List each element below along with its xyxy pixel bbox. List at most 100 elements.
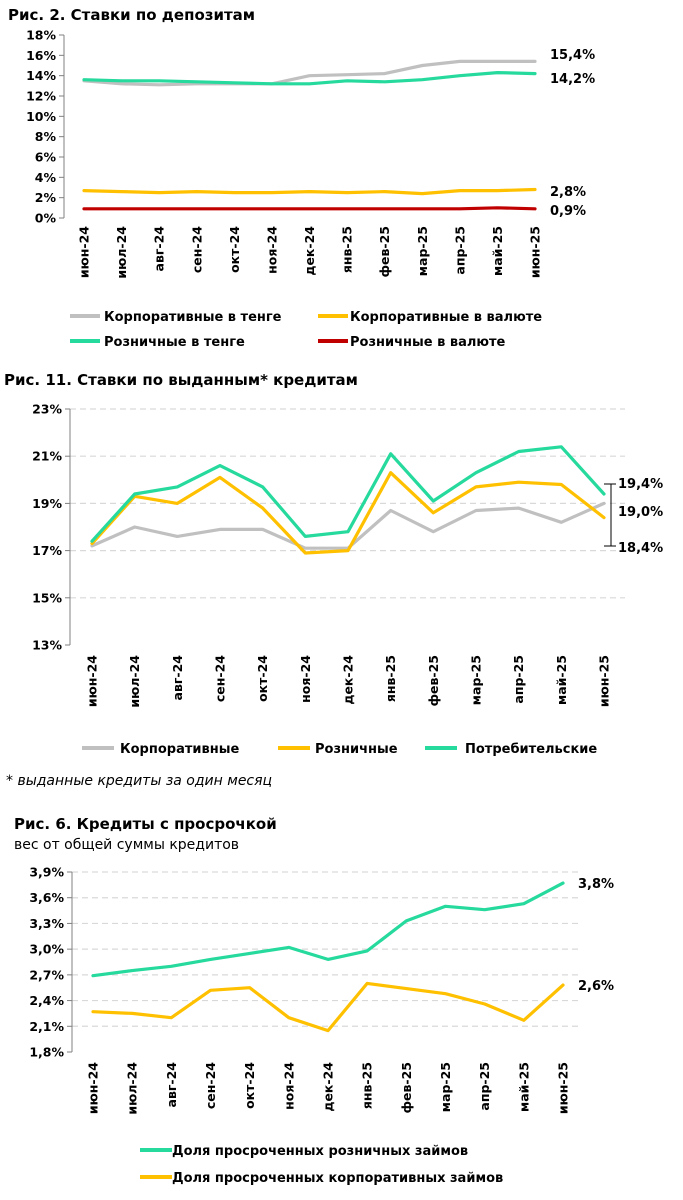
- x-tick-label: май-25: [516, 1062, 531, 1112]
- series-line: [90, 471, 606, 555]
- x-tick-label: дек-24: [341, 655, 356, 705]
- x-tick-label: окт-24: [255, 655, 270, 702]
- end-label-npl-corporate: 2,6%: [578, 979, 614, 994]
- x-tick-label: июн-25: [528, 226, 543, 278]
- x-tick-label: апр-25: [452, 226, 467, 275]
- x-tick-label: июн-24: [86, 1062, 101, 1114]
- x-tick-label: июн-25: [597, 655, 612, 707]
- x-tick-label: апр-25: [511, 655, 526, 704]
- series-line: [90, 445, 606, 543]
- legend-retail: Розничные: [315, 742, 398, 757]
- end-label-retail: 18,4%: [618, 541, 663, 556]
- x-tick-label: сен-24: [203, 1062, 218, 1109]
- series-line: [82, 206, 537, 211]
- end-label-retail-fx: 0,9%: [550, 204, 586, 219]
- legend-consumer: Потребительские: [465, 742, 597, 757]
- x-tick-label: авг-24: [164, 1062, 179, 1108]
- y-tick-label: 2,7%: [29, 967, 64, 982]
- end-label-npl-retail: 3,8%: [578, 877, 614, 892]
- x-tick-label: фев-25: [377, 226, 392, 277]
- x-tick-label: окт-24: [242, 1062, 257, 1109]
- x-tick-label: ноя-24: [298, 655, 313, 703]
- x-tick-label: авг-24: [152, 226, 167, 272]
- series-line: [91, 981, 565, 1033]
- loan-rates-chart: Рис. 11. Ставки по выданным* кредитам 13…: [4, 371, 663, 789]
- y-tick-label: 8%: [35, 129, 57, 144]
- y-tick-label: 16%: [26, 48, 56, 63]
- loan-footnote: * выданные кредиты за один месяц: [6, 773, 272, 789]
- end-label-corporate: 19,0%: [618, 505, 663, 520]
- y-tick-label: 4%: [35, 170, 57, 185]
- y-tick-label: 21%: [32, 449, 62, 464]
- legend-npl-corporate: Доля просроченных корпоративных займов: [172, 1171, 503, 1186]
- x-tick-label: окт-24: [227, 226, 242, 273]
- x-tick-label: сен-24: [213, 655, 228, 702]
- y-tick-label: 3,9%: [29, 865, 64, 880]
- x-tick-label: апр-25: [477, 1062, 492, 1111]
- end-label-consumer: 19,4%: [618, 477, 663, 492]
- x-tick-label: янв-25: [360, 1062, 375, 1109]
- x-tick-label: дек-24: [302, 226, 317, 276]
- x-tick-label: янв-25: [340, 226, 355, 273]
- x-tick-label: май-25: [554, 655, 569, 705]
- y-tick-label: 3,3%: [29, 916, 64, 931]
- y-tick-label: 17%: [32, 543, 62, 558]
- x-tick-label: май-25: [490, 226, 505, 276]
- x-tick-label: июл-24: [127, 655, 142, 708]
- y-tick-label: 0%: [35, 211, 57, 226]
- y-tick-label: 12%: [26, 89, 56, 104]
- x-tick-label: июн-24: [77, 226, 92, 278]
- y-tick-label: 23%: [32, 402, 62, 417]
- deposit-rates-chart: Рис. 2. Ставки по депозитам 0% 2% 4% 6% 8% 10…: [8, 6, 595, 350]
- legend-corporate: Корпоративные: [120, 742, 239, 757]
- legend-npl-retail: Доля просроченных розничных займов: [172, 1144, 468, 1159]
- x-tick-label: июн-25: [556, 1062, 571, 1114]
- x-tick-label: июн-24: [85, 655, 100, 707]
- npl-chart-subtitle: вес от общей суммы кредитов: [14, 837, 239, 853]
- x-tick-label: фев-25: [399, 1062, 414, 1113]
- y-tick-label: 10%: [26, 109, 56, 124]
- y-tick-label: 14%: [26, 68, 56, 83]
- x-tick-label: мар-25: [438, 1062, 453, 1112]
- y-tick-label: 18%: [26, 28, 56, 43]
- series-line: [90, 501, 606, 550]
- series-line: [82, 187, 537, 196]
- loan-chart-title: Рис. 11. Ставки по выданным* кредитам: [4, 371, 358, 389]
- end-label-bracket: [604, 483, 612, 547]
- legend-corp-fx: Корпоративные в валюте: [350, 310, 542, 325]
- y-tick-label: 3,6%: [29, 890, 64, 905]
- x-tick-label: авг-24: [170, 655, 185, 701]
- y-tick-label: 15%: [32, 590, 62, 605]
- series-line: [82, 59, 537, 87]
- x-tick-label: фев-25: [426, 655, 441, 706]
- series-line: [82, 70, 537, 86]
- deposit-chart-title: Рис. 2. Ставки по депозитам: [8, 6, 255, 24]
- x-tick-label: ноя-24: [281, 1062, 296, 1110]
- x-tick-label: ноя-24: [264, 226, 279, 274]
- npl-legend: Доля просроченных розничных займов Доля …: [140, 1144, 503, 1186]
- y-tick-label: 13%: [32, 638, 62, 653]
- series-line: [91, 881, 565, 978]
- y-tick-label: 2,4%: [29, 993, 64, 1008]
- x-tick-label: сен-24: [189, 226, 204, 273]
- end-label-corp-kzt: 15,4%: [550, 48, 595, 63]
- x-tick-label: июл-24: [114, 226, 129, 279]
- y-tick-label: 2%: [35, 190, 57, 205]
- legend-retail-kzt: Розничные в тенге: [104, 335, 245, 350]
- x-tick-label: янв-25: [383, 655, 398, 702]
- end-label-corp-fx: 2,8%: [550, 185, 586, 200]
- y-tick-label: 1,8%: [29, 1045, 64, 1060]
- y-tick-label: 19%: [32, 496, 62, 511]
- legend-corp-kzt: Корпоративные в тенге: [104, 310, 282, 325]
- y-tick-label: 3,0%: [29, 942, 64, 957]
- legend-retail-fx: Розничные в валюте: [350, 335, 506, 350]
- x-tick-label: мар-25: [415, 226, 430, 276]
- end-label-retail-kzt: 14,2%: [550, 72, 595, 87]
- y-tick-label: 6%: [35, 150, 57, 165]
- npl-chart: Рис. 6. Кредиты с просрочкой вес от обще…: [14, 815, 614, 1186]
- x-tick-label: июл-24: [125, 1062, 140, 1115]
- x-tick-label: мар-25: [469, 655, 484, 705]
- deposit-legend: Корпоративные в тенге Корпоративные в ва…: [70, 310, 542, 350]
- x-tick-label: дек-24: [321, 1062, 336, 1112]
